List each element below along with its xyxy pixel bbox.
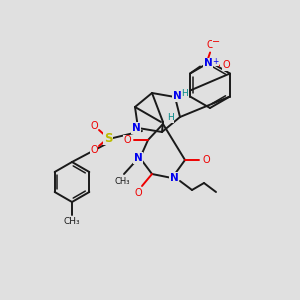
Text: H: H (182, 88, 188, 98)
Text: N: N (132, 123, 140, 133)
Text: O: O (206, 40, 214, 50)
Text: O: O (123, 135, 131, 145)
Text: S: S (104, 131, 112, 145)
Text: N: N (172, 91, 182, 101)
Text: O: O (90, 145, 98, 155)
Text: H: H (167, 113, 173, 122)
Text: N: N (204, 58, 212, 68)
Text: O: O (222, 61, 230, 70)
Text: CH₃: CH₃ (114, 178, 130, 187)
Text: O: O (202, 155, 210, 165)
Text: O: O (134, 188, 142, 198)
Text: O: O (90, 121, 98, 131)
Text: N: N (169, 173, 178, 183)
Text: +: + (212, 57, 218, 66)
Text: CH₃: CH₃ (64, 218, 80, 226)
Text: N: N (134, 153, 142, 163)
Text: −: − (212, 37, 220, 46)
